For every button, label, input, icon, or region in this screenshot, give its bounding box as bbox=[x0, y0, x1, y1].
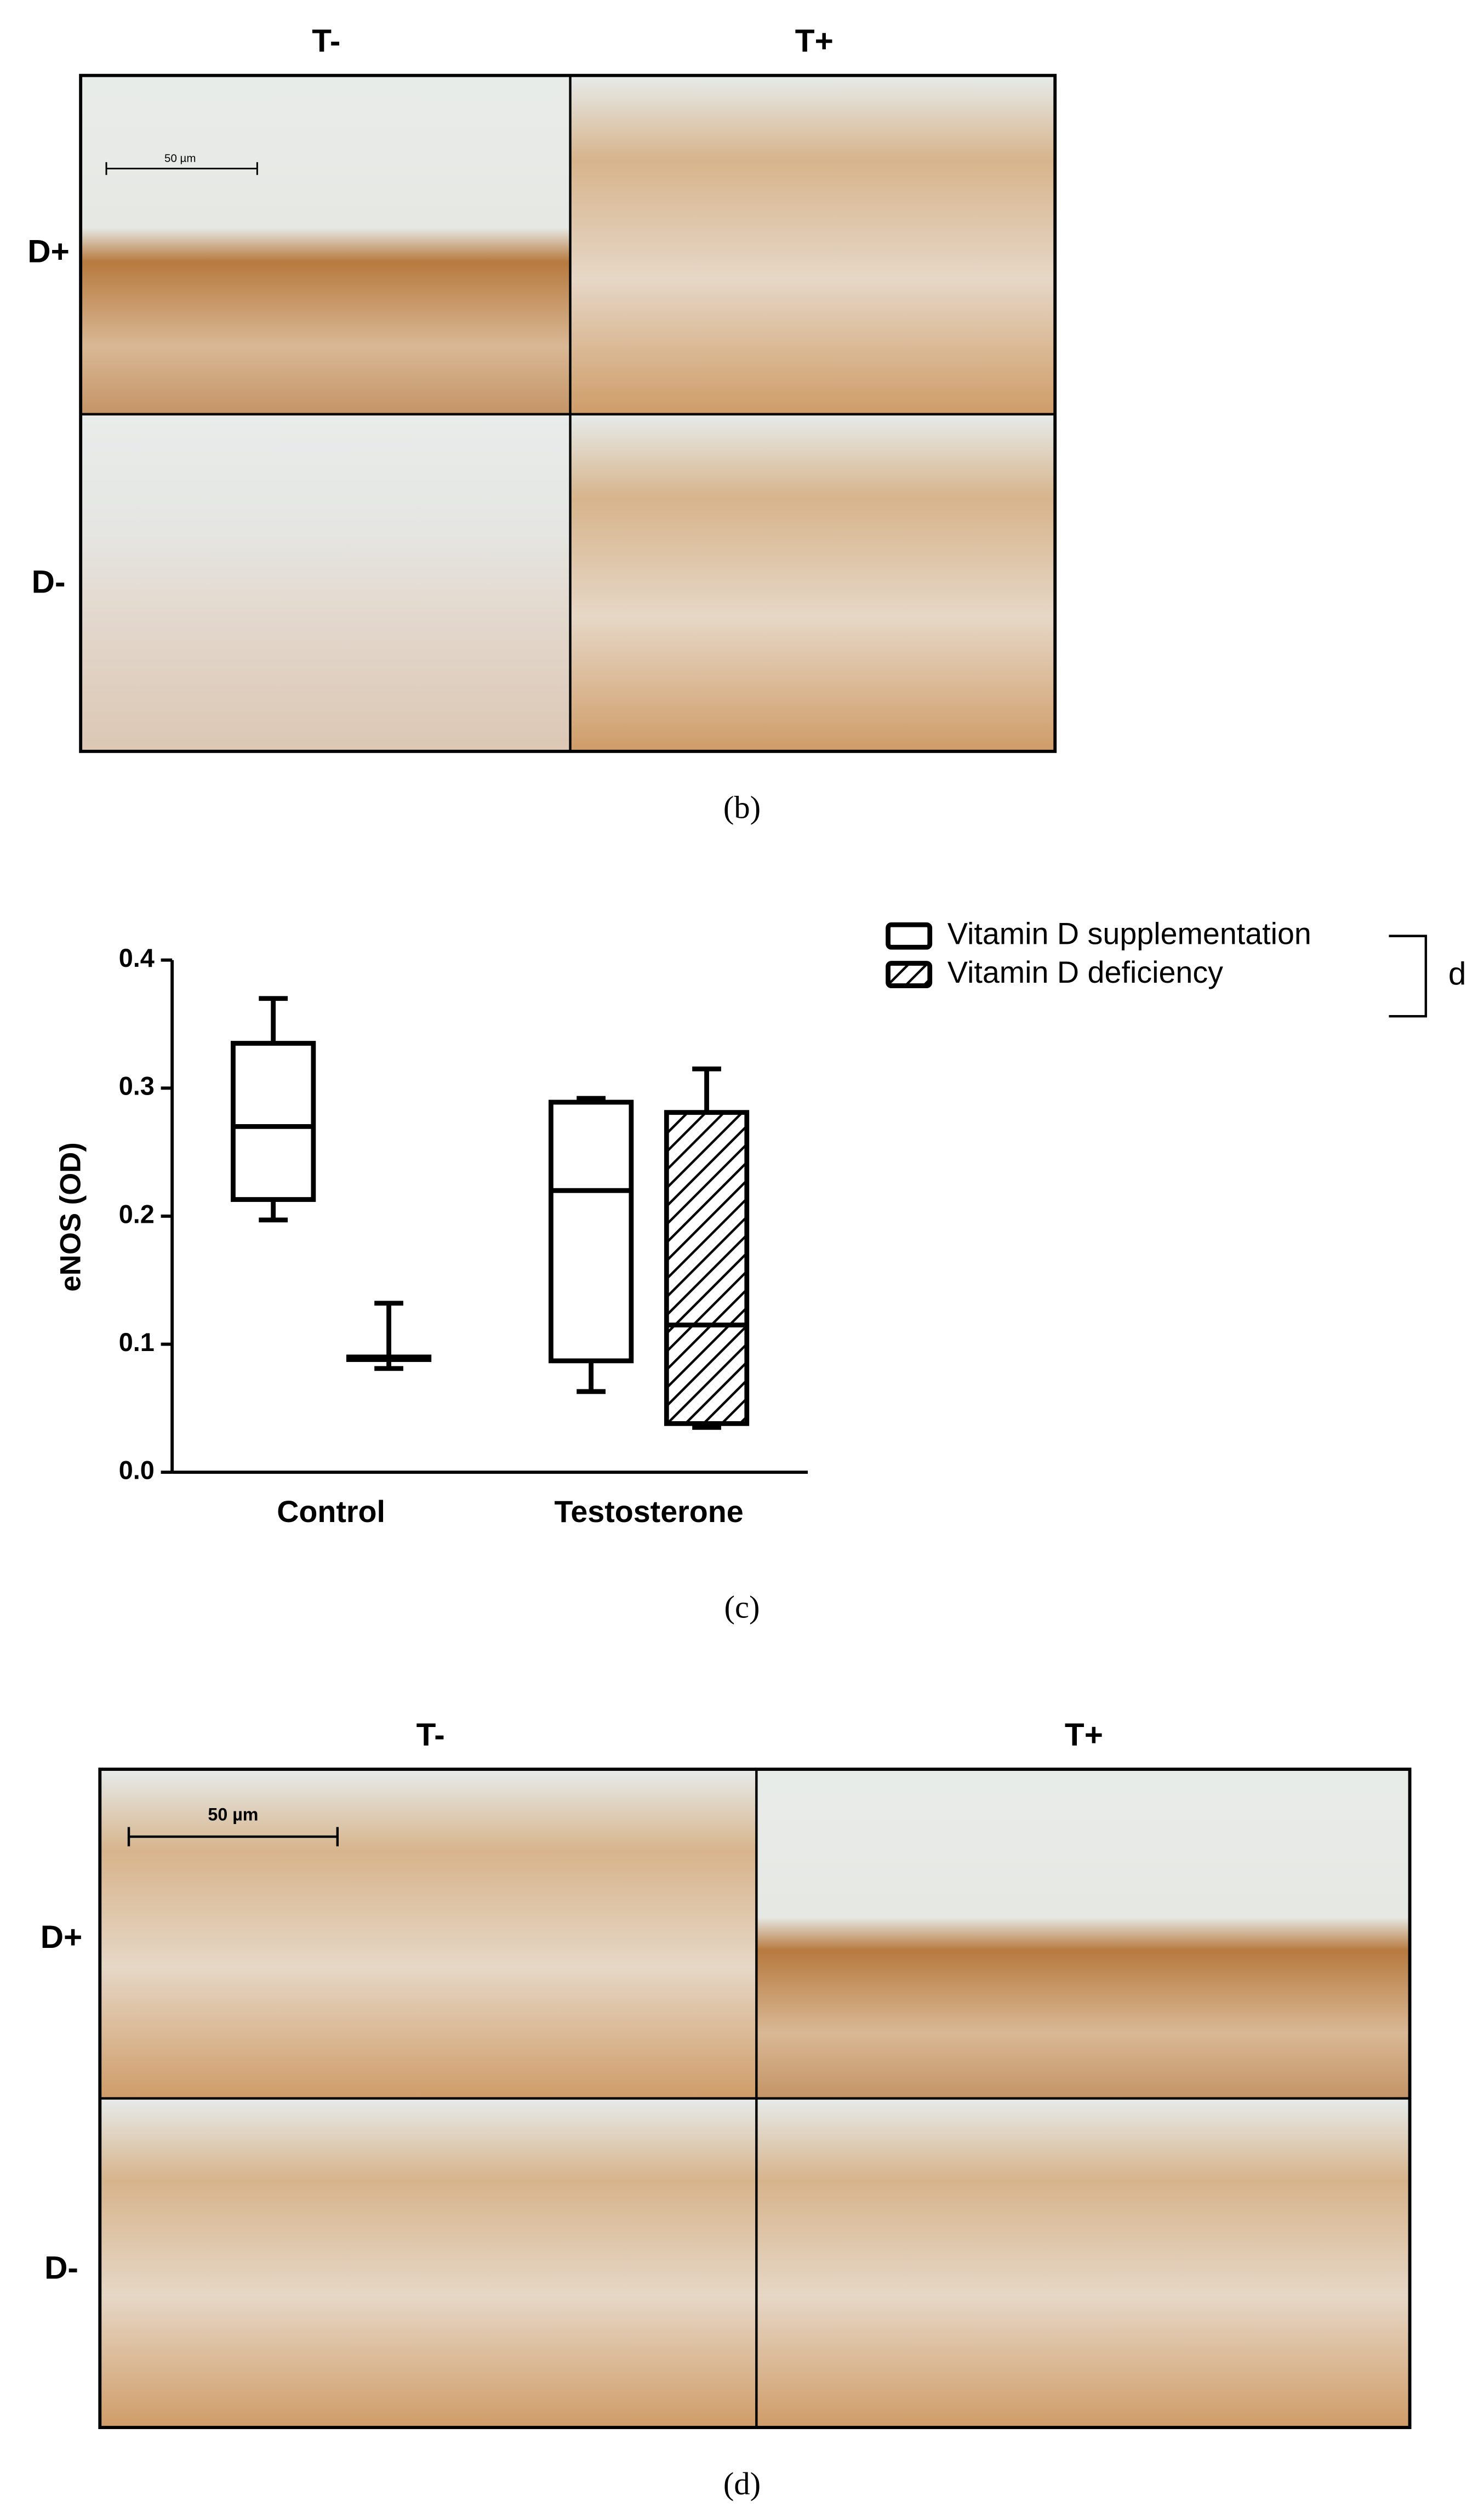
legend-swatch bbox=[886, 961, 933, 988]
annotation: d bbox=[1448, 956, 1466, 991]
caption: (c) bbox=[724, 1589, 760, 1625]
box-chart: eNOS (OD) d (c) 0.0 0.1 0.2 0.3 0.4 Control Te… bbox=[54, 916, 1466, 1625]
x-tick-label: Testosterone bbox=[554, 1495, 743, 1529]
box bbox=[549, 1099, 634, 1364]
scale-bar bbox=[105, 162, 258, 175]
column-label: T+ bbox=[795, 24, 834, 59]
row-label: D+ bbox=[41, 1919, 83, 1955]
scale-label: 50 µm bbox=[208, 1805, 258, 1825]
micrograph bbox=[100, 1769, 757, 2099]
micrograph bbox=[100, 2098, 757, 2428]
micrograph bbox=[81, 414, 570, 751]
legend-label: Vitamin D supplementation bbox=[948, 916, 1311, 950]
y-tick-label: 0.1 bbox=[119, 1328, 155, 1357]
micrograph bbox=[756, 2098, 1410, 2428]
scale-bar bbox=[127, 1827, 339, 1846]
micrograph bbox=[81, 75, 570, 414]
caption: (b) bbox=[723, 790, 761, 825]
column-label: T+ bbox=[1065, 1717, 1103, 1753]
row-label: D- bbox=[32, 565, 66, 600]
bracket bbox=[1389, 934, 1428, 1018]
y-tick-label: 0.4 bbox=[119, 944, 155, 972]
micrograph bbox=[570, 75, 1055, 414]
panel-b: 50 µm T- T+ D+ D- (b) bbox=[27, 24, 1057, 825]
micrograph bbox=[570, 414, 1055, 751]
scale-label: 50 µm bbox=[164, 152, 196, 164]
caption: (d) bbox=[723, 2466, 761, 2501]
x-tick-label: Control bbox=[277, 1495, 385, 1529]
panel-d: 50 µm T- T+ D+ D- (d) bbox=[41, 1717, 1412, 2501]
box bbox=[231, 1041, 316, 1202]
column-label: T- bbox=[416, 1717, 445, 1753]
column-label: T- bbox=[312, 24, 340, 59]
micrograph bbox=[756, 1769, 1410, 2099]
y-axis-label: eNOS (OD) bbox=[54, 1142, 87, 1291]
box bbox=[664, 1110, 750, 1426]
y-tick-label: 0.0 bbox=[119, 1456, 155, 1485]
y-tick-label: 0.3 bbox=[119, 1072, 155, 1101]
row-label: D+ bbox=[27, 233, 70, 269]
y-tick-label: 0.2 bbox=[119, 1200, 155, 1228]
legend-swatch bbox=[886, 922, 933, 950]
legend-label: Vitamin D deficiency bbox=[948, 955, 1223, 989]
row-label: D- bbox=[44, 2250, 78, 2286]
